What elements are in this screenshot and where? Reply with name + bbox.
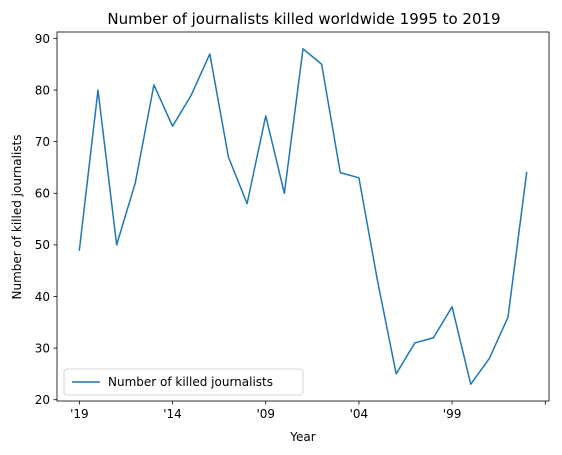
x-tick-label: '14 [163,407,182,421]
plot-area [57,32,549,401]
x-axis: '19 '14 '09 '04 '99 [70,401,546,421]
y-tick-label: 40 [35,290,50,304]
series-layer [78,48,528,385]
x-tick-label: '19 [70,407,89,421]
y-tick-label: 70 [35,135,50,149]
chart-title: Number of journalists killed worldwide 1… [107,10,500,28]
legend-label: Number of killed journalists [108,375,273,389]
series-line [78,48,528,385]
y-axis: 20 30 40 50 60 70 80 90 [35,32,57,407]
y-axis-title: Number of killed journalists [10,134,24,299]
y-tick-label: 80 [35,83,50,97]
x-tick-label: '04 [350,407,369,421]
y-tick-label: 30 [35,341,50,355]
y-tick-label: 90 [35,32,50,46]
y-tick-label: 20 [35,393,50,407]
legend: Number of killed journalists [63,368,304,396]
plot-frame [56,31,550,402]
y-tick-label: 60 [35,187,50,201]
x-axis-title: Year [289,430,315,444]
legend-box [63,368,304,396]
y-tick-label: 50 [35,238,50,252]
x-tick-label: '09 [256,407,275,421]
x-tick-label: '99 [443,407,462,421]
